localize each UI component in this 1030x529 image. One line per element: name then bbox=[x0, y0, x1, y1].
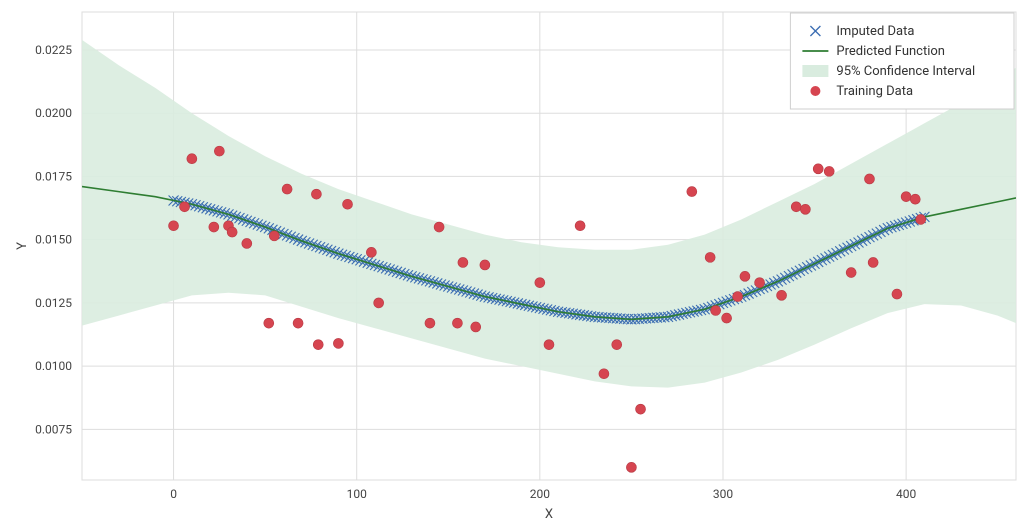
training-point bbox=[824, 166, 834, 176]
training-point bbox=[846, 268, 856, 278]
x-axis-label: X bbox=[545, 507, 553, 522]
training-point bbox=[733, 292, 743, 302]
training-point bbox=[343, 199, 353, 209]
training-point bbox=[813, 164, 823, 174]
y-tick-label: 0.0125 bbox=[35, 296, 72, 310]
training-point bbox=[269, 231, 279, 241]
legend-label: 95% Confidence Interval bbox=[836, 64, 975, 79]
x-tick-label: 300 bbox=[713, 487, 733, 501]
training-point bbox=[264, 318, 274, 328]
training-point bbox=[214, 146, 224, 156]
y-tick-label: 0.0225 bbox=[35, 43, 72, 57]
legend-label: Predicted Function bbox=[836, 44, 945, 59]
x-tick-label: 0 bbox=[170, 487, 177, 501]
training-point bbox=[452, 318, 462, 328]
training-point bbox=[901, 192, 911, 202]
training-point bbox=[777, 290, 787, 300]
training-point bbox=[333, 338, 343, 348]
training-point bbox=[480, 260, 490, 270]
x-tick-label: 100 bbox=[347, 487, 367, 501]
training-point bbox=[180, 202, 190, 212]
training-point bbox=[293, 318, 303, 328]
training-point bbox=[169, 221, 179, 231]
training-point bbox=[910, 194, 920, 204]
legend: Imputed Data Predicted Function 95% Confid… bbox=[790, 13, 1014, 109]
y-tick-label: 0.0100 bbox=[35, 359, 72, 373]
training-point bbox=[242, 238, 252, 248]
y-tick-label: 0.0200 bbox=[35, 106, 72, 120]
y-tick-label: 0.0150 bbox=[35, 233, 72, 247]
training-point bbox=[227, 227, 237, 237]
chart-svg: 0 100 200 300 400 0.0075 0.0100 0.0125 0.0150 0.0… bbox=[0, 0, 1030, 529]
training-point bbox=[311, 189, 321, 199]
training-point bbox=[535, 278, 545, 288]
training-point bbox=[313, 340, 323, 350]
training-point bbox=[209, 222, 219, 232]
training-point bbox=[575, 221, 585, 231]
training-point bbox=[458, 257, 468, 267]
training-point bbox=[425, 318, 435, 328]
training-point bbox=[711, 306, 721, 316]
training-point bbox=[612, 340, 622, 350]
training-point bbox=[544, 340, 554, 350]
training-point bbox=[740, 271, 750, 281]
training-point bbox=[471, 322, 481, 332]
training-point bbox=[916, 214, 926, 224]
training-point bbox=[282, 184, 292, 194]
training-point bbox=[636, 404, 646, 414]
training-point bbox=[722, 313, 732, 323]
training-point bbox=[687, 187, 697, 197]
training-point bbox=[800, 204, 810, 214]
training-point bbox=[187, 154, 197, 164]
training-point bbox=[374, 298, 384, 308]
y-tick-label: 0.0175 bbox=[35, 169, 72, 183]
training-point bbox=[599, 369, 609, 379]
training-point bbox=[434, 222, 444, 232]
training-point bbox=[626, 462, 636, 472]
training-point bbox=[864, 174, 874, 184]
training-point bbox=[705, 252, 715, 262]
training-point bbox=[366, 247, 376, 257]
training-point bbox=[755, 278, 765, 288]
legend-label: Training Data bbox=[836, 84, 913, 99]
training-point bbox=[892, 289, 902, 299]
y-axis-label: Y bbox=[15, 242, 30, 250]
x-tick-label: 200 bbox=[530, 487, 550, 501]
y-tick-label: 0.0075 bbox=[35, 422, 72, 436]
x-tick-label: 400 bbox=[896, 487, 916, 501]
chart-container: 0 100 200 300 400 0.0075 0.0100 0.0125 0.0150 0.0… bbox=[0, 0, 1030, 529]
training-point bbox=[868, 257, 878, 267]
legend-label: Imputed Data bbox=[836, 24, 914, 39]
training-point bbox=[791, 202, 801, 212]
